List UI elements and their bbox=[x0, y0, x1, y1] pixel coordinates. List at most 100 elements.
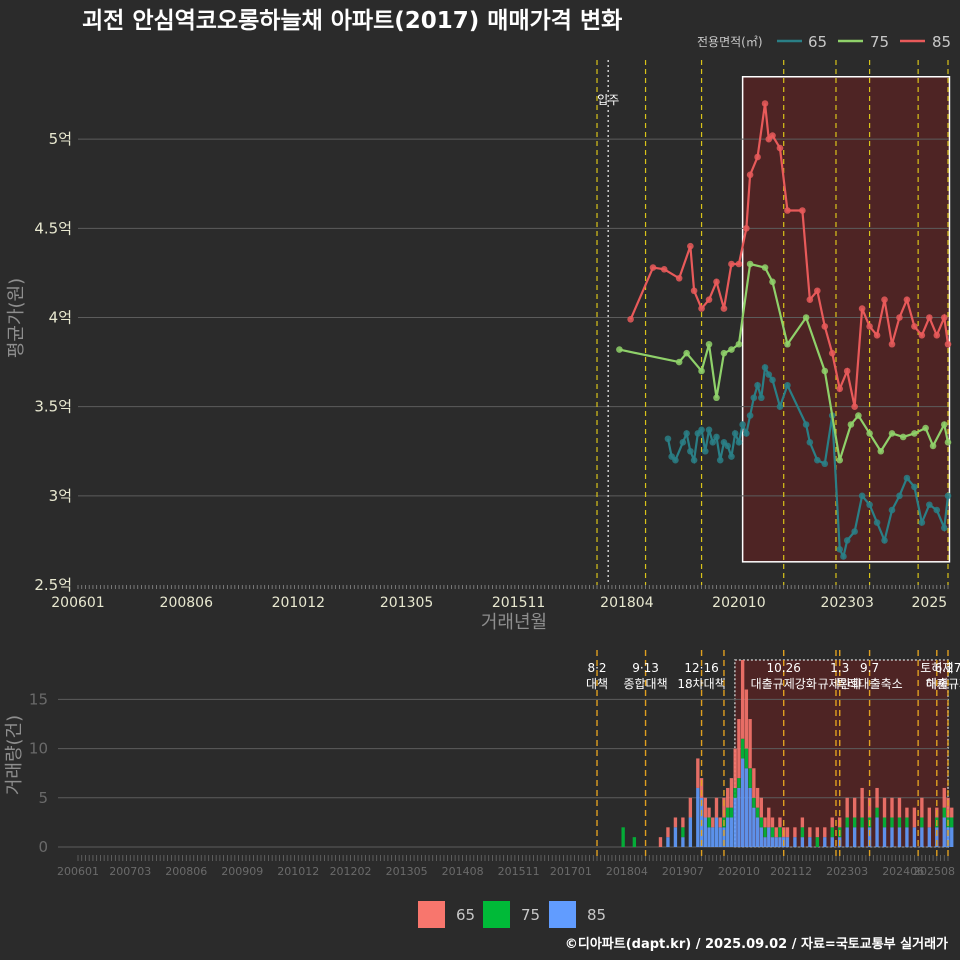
data-point-85 bbox=[705, 296, 713, 303]
data-point-85 bbox=[720, 305, 728, 312]
data-point-85 bbox=[769, 132, 776, 139]
data-point-85 bbox=[933, 332, 941, 339]
data-point-65 bbox=[687, 447, 694, 455]
volume-bar-65 bbox=[759, 797, 763, 818]
caption: ©디아파트(dapt.kr) / 2025.09.02 / 자료=국토교통부 실… bbox=[565, 936, 948, 952]
y-tick-label: 3억 bbox=[49, 487, 72, 505]
volume-bar-65 bbox=[785, 827, 790, 838]
volume-bar-85 bbox=[852, 827, 857, 847]
data-point-75 bbox=[683, 349, 690, 357]
data-point-85 bbox=[814, 287, 821, 295]
data-point-85 bbox=[690, 287, 698, 295]
volume-bar-75 bbox=[890, 817, 894, 828]
x-tick-label: 2025 bbox=[912, 595, 948, 611]
volume-bar-65 bbox=[905, 807, 909, 818]
volume-event-label: 특례대출축소 bbox=[836, 677, 902, 691]
data-point-65 bbox=[881, 537, 888, 544]
volume-bar-85 bbox=[767, 827, 771, 847]
volume-event-date: 10.26 bbox=[767, 661, 801, 675]
volume-bar-85 bbox=[688, 817, 693, 847]
data-point-65 bbox=[802, 421, 810, 428]
highlight-box bbox=[741, 76, 951, 563]
data-point-75 bbox=[705, 340, 713, 348]
volume-bar-65 bbox=[774, 827, 778, 838]
data-point-65 bbox=[758, 394, 765, 402]
volume-bar-65 bbox=[882, 797, 887, 818]
volume-x-tick-label: 200601 bbox=[57, 865, 99, 878]
data-point-75 bbox=[735, 340, 743, 348]
volume-y-tick-label: 15 bbox=[29, 690, 48, 708]
data-point-85 bbox=[828, 349, 836, 357]
move-in-label: 입주 bbox=[597, 93, 619, 107]
volume-bar-85 bbox=[845, 827, 849, 847]
legend-bottom: 65 75 85 bbox=[418, 901, 606, 928]
data-point-75 bbox=[836, 456, 844, 464]
data-point-65 bbox=[761, 364, 769, 371]
volume-bar-65 bbox=[830, 817, 834, 828]
data-point-85 bbox=[873, 332, 881, 339]
volume-bar-75 bbox=[759, 817, 763, 828]
volume-event-date: 6.27 bbox=[935, 661, 960, 675]
data-point-65 bbox=[679, 439, 687, 446]
volume-bar-65 bbox=[770, 817, 775, 828]
volume-bar-85 bbox=[737, 787, 741, 847]
data-point-65 bbox=[821, 460, 829, 468]
volume-bar-65 bbox=[740, 660, 745, 739]
volume-bar-65 bbox=[714, 797, 719, 818]
volume-x-tick-label: 202303 bbox=[826, 865, 868, 878]
volume-bar-85 bbox=[800, 837, 805, 847]
volume-bar-65 bbox=[733, 748, 737, 788]
data-point-65 bbox=[754, 381, 761, 389]
data-point-85 bbox=[836, 385, 844, 393]
volume-bar-65 bbox=[658, 837, 663, 847]
data-point-65 bbox=[911, 483, 918, 491]
legend-bar-swatch-65 bbox=[418, 901, 445, 928]
volume-bar-85 bbox=[666, 837, 670, 847]
volume-bar-75 bbox=[744, 748, 749, 769]
volume-bar-75 bbox=[729, 807, 734, 818]
y-tick-label: 5억 bbox=[49, 130, 72, 148]
volume-x-tick-label: 200909 bbox=[221, 865, 263, 878]
volume-event-label: 대출규제 bbox=[926, 677, 960, 691]
volume-bar-85 bbox=[714, 817, 719, 847]
data-point-85 bbox=[940, 314, 948, 321]
volume-event-date: 12·16 bbox=[684, 661, 718, 675]
y-tick-label: 4억 bbox=[49, 309, 72, 327]
volume-bar-75 bbox=[875, 807, 879, 818]
data-point-85 bbox=[806, 296, 814, 303]
volume-bar-75 bbox=[830, 827, 834, 838]
volume-bar-85 bbox=[711, 827, 715, 847]
data-point-75 bbox=[855, 412, 862, 419]
data-point-65 bbox=[806, 439, 814, 446]
volume-bar-75 bbox=[707, 817, 711, 828]
legend-title: 전용면적(㎡) bbox=[697, 35, 763, 49]
volume-bar-85 bbox=[905, 827, 909, 847]
volume-bar-65 bbox=[946, 797, 950, 818]
volume-bar-85 bbox=[867, 827, 872, 847]
volume-bar-85 bbox=[752, 807, 756, 847]
data-point-75 bbox=[784, 340, 791, 348]
data-point-85 bbox=[743, 225, 750, 232]
data-point-85 bbox=[888, 340, 896, 348]
volume-bar-75 bbox=[748, 768, 752, 788]
volume-bar-75 bbox=[882, 817, 887, 828]
data-point-65 bbox=[743, 430, 750, 437]
data-point-85 bbox=[660, 266, 668, 273]
volume-bar-85 bbox=[823, 837, 827, 847]
x-tick-label: 200601 bbox=[51, 595, 104, 611]
data-point-65 bbox=[746, 412, 754, 419]
data-point-65 bbox=[840, 553, 847, 560]
volume-bar-85 bbox=[942, 817, 946, 847]
volume-bar-65 bbox=[927, 807, 932, 828]
volume-bar-75 bbox=[800, 827, 805, 838]
volume-event-label: 대출규제강화 bbox=[751, 677, 817, 691]
data-point-85 bbox=[944, 340, 952, 348]
volume-bar-65 bbox=[737, 719, 741, 779]
data-point-75 bbox=[728, 346, 735, 353]
chart-title: 괴전 안심역코오롱하늘채 아파트(2017) 매매가격 변화 bbox=[82, 8, 622, 34]
volume-event-label: 해제 bbox=[926, 677, 948, 691]
data-point-65 bbox=[940, 524, 948, 532]
volume-x-tick-label: 200806 bbox=[165, 865, 207, 878]
data-point-85 bbox=[746, 171, 754, 179]
volume-bar-75 bbox=[737, 778, 741, 788]
